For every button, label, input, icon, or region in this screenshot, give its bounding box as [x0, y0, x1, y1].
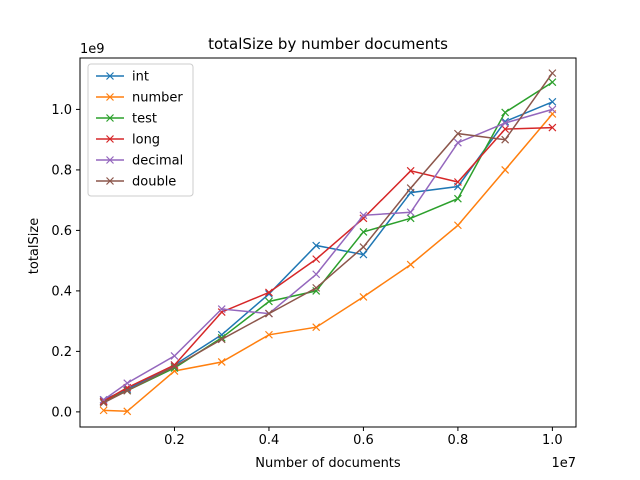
- data-point-number: [501, 165, 510, 174]
- data-point-number: [312, 323, 321, 332]
- data-point-double: [548, 69, 557, 78]
- plot-area: 0.2 0.4 0.6 0.8 1.0 0.0 0.2 0.4 0.6 0.8 1.0: [51, 57, 577, 448]
- chart-title: totalSize by number documents: [208, 35, 448, 53]
- data-point-decimal: [217, 305, 226, 313]
- data-point-decimal: [170, 351, 179, 360]
- data-point-int: [312, 241, 321, 250]
- data-point-int: [359, 250, 368, 259]
- data-point-test: [501, 108, 510, 117]
- data-point-test: [548, 78, 557, 87]
- data-point-number: [217, 358, 226, 366]
- data-point-long: [453, 178, 462, 186]
- legend-marker-number: [106, 93, 114, 101]
- data-point-double: [123, 386, 132, 395]
- data-point-test: [406, 214, 415, 223]
- y-tick-label: 1.0: [51, 103, 72, 118]
- y-axis-title: totalSize: [27, 218, 42, 274]
- legend-marker-decimal: [106, 156, 114, 164]
- data-point-double: [170, 362, 179, 371]
- data-point-test: [359, 227, 368, 236]
- x-scale-label: 1e7: [551, 456, 576, 471]
- data-point-long: [406, 166, 415, 175]
- x-tick-label: 0.4: [259, 433, 280, 448]
- data-point-double: [501, 135, 510, 144]
- legend-marker-int: [106, 72, 114, 80]
- data-point-test: [265, 297, 273, 306]
- legend-label-double: double: [132, 175, 176, 190]
- data-point-long: [548, 123, 557, 132]
- data-point-decimal: [123, 379, 132, 388]
- data-point-double: [406, 184, 415, 192]
- data-point-double: [312, 283, 321, 292]
- data-point-int: [548, 97, 557, 106]
- data-point-double: [453, 129, 462, 138]
- data-point-number: [406, 260, 415, 269]
- legend-label-decimal: decimal: [132, 154, 183, 169]
- data-point-double: [359, 243, 368, 251]
- data-point-long: [359, 214, 368, 223]
- data-point-number: [99, 406, 108, 415]
- y-tick-label: 0.0: [51, 405, 72, 420]
- data-point-decimal: [501, 119, 510, 127]
- data-point-long: [265, 288, 273, 297]
- data-point-long: [312, 255, 321, 264]
- data-point-double: [217, 335, 226, 344]
- legend-marker-long: [106, 135, 114, 143]
- data-point-decimal: [548, 105, 557, 114]
- data-point-number: [359, 293, 368, 301]
- legend-label-int: int: [132, 70, 149, 85]
- data-point-double: [265, 309, 273, 318]
- x-tick-label: 1.0: [542, 433, 563, 448]
- legend: int number test long decimal double: [87, 63, 194, 197]
- legend-label-test: test: [132, 112, 157, 127]
- y-tick-label: 0.2: [51, 345, 72, 360]
- x-tick-label: 0.8: [448, 433, 469, 448]
- data-point-test: [453, 194, 462, 203]
- y-tick-label: 0.8: [51, 163, 72, 178]
- data-point-number: [265, 330, 273, 339]
- data-point-decimal: [312, 270, 321, 279]
- data-point-double: [99, 398, 108, 407]
- legend-label-long: long: [132, 133, 160, 148]
- x-tick-label: 0.2: [164, 433, 185, 448]
- data-point-long: [501, 125, 510, 134]
- data-point-decimal: [453, 138, 462, 147]
- legend-marker-double: [106, 177, 114, 185]
- data-point-decimal: [359, 211, 368, 220]
- data-point-number: [453, 221, 462, 230]
- x-axis-title: Number of documents: [255, 456, 401, 471]
- axes-frame: [79, 57, 577, 428]
- y-tick-label: 0.4: [51, 284, 72, 299]
- y-tick-label: 0.6: [51, 224, 72, 239]
- x-tick-label: 0.6: [353, 433, 374, 448]
- data-point-number: [123, 407, 132, 416]
- y-scale-label: 1e9: [80, 42, 105, 57]
- data-point-decimal: [406, 208, 415, 217]
- legend-marker-test: [106, 114, 114, 122]
- legend-label-number: number: [132, 91, 183, 106]
